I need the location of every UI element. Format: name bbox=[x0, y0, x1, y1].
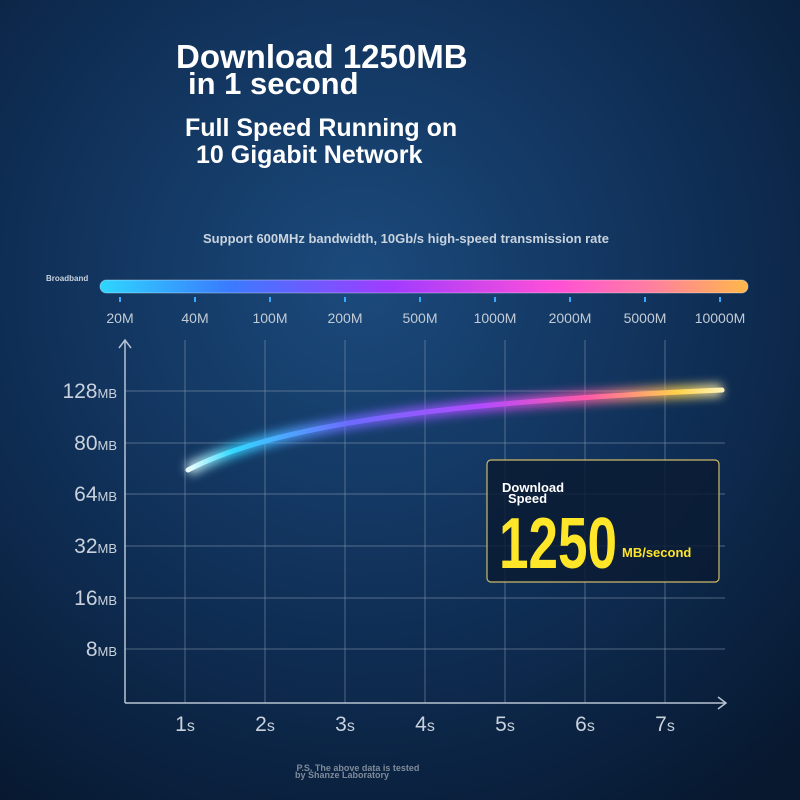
x-label-unit: s bbox=[507, 718, 515, 735]
bar-tick-label: 20M bbox=[106, 310, 133, 326]
box-label: Download bbox=[502, 480, 564, 495]
bar-tick-label: 10000M bbox=[695, 310, 746, 326]
y-label: 128MB bbox=[62, 380, 117, 403]
x-label-unit: s bbox=[347, 718, 355, 735]
bar-tick-label: 5000M bbox=[624, 310, 667, 326]
footnote: P.S. The above data is tested bbox=[297, 763, 420, 773]
footnote: by Shanze Laboratory bbox=[295, 770, 389, 780]
x-label-number: 3 bbox=[335, 713, 347, 736]
box-unit: MB/second bbox=[622, 545, 691, 560]
y-label-unit: MB bbox=[98, 644, 118, 659]
y-axis bbox=[118, 338, 132, 703]
y-label: 80MB bbox=[74, 432, 117, 455]
y-label-number: 16 bbox=[74, 587, 97, 610]
headline-line: in 1 second bbox=[188, 66, 359, 101]
bar-tick-label: 200M bbox=[327, 310, 362, 326]
headline: Download 1250MB in 1 second Full Speed R… bbox=[176, 38, 468, 169]
subhead-line: Full Speed Running on bbox=[185, 114, 457, 142]
bar-tick-label: 40M bbox=[181, 310, 208, 326]
support-text: Support 600MHz bandwidth, 10Gb/s high-sp… bbox=[203, 231, 609, 246]
x-label-number: 1 bbox=[175, 713, 187, 736]
y-label-number: 80 bbox=[74, 432, 97, 455]
y-label-unit: MB bbox=[98, 593, 118, 608]
x-label: 1s bbox=[175, 713, 195, 736]
x-label: 4s bbox=[415, 713, 435, 736]
speed-box bbox=[486, 459, 720, 583]
bar-tick-label: 500M bbox=[402, 310, 437, 326]
y-label-number: 8 bbox=[86, 638, 98, 661]
box-value: 1250 bbox=[499, 504, 617, 584]
x-label: 2s bbox=[255, 713, 275, 736]
y-label: 32MB bbox=[74, 535, 117, 558]
bar-tick-label: 1000M bbox=[474, 310, 517, 326]
x-label-number: 6 bbox=[575, 713, 587, 736]
x-label: 5s bbox=[495, 713, 515, 736]
x-label-unit: s bbox=[427, 718, 435, 735]
y-label-number: 32 bbox=[74, 535, 97, 558]
y-label-unit: MB bbox=[98, 438, 118, 453]
y-label-unit: MB bbox=[98, 386, 118, 401]
x-label-number: 5 bbox=[495, 713, 507, 736]
bar-tick-label: 100M bbox=[252, 310, 287, 326]
y-label: 16MB bbox=[74, 587, 117, 610]
x-label-unit: s bbox=[267, 718, 275, 735]
box-label: Speed bbox=[508, 491, 547, 506]
y-label-unit: MB bbox=[98, 489, 118, 504]
y-label-number: 128 bbox=[62, 380, 97, 403]
subhead-line: 10 Gigabit Network bbox=[196, 141, 423, 169]
speed-curve bbox=[185, 387, 725, 473]
x-label-unit: s bbox=[667, 718, 675, 735]
y-label: 8MB bbox=[86, 638, 117, 661]
headline-line: Download 1250MB bbox=[176, 38, 468, 75]
x-label-number: 2 bbox=[255, 713, 267, 736]
y-label: 64MB bbox=[74, 483, 117, 506]
x-label-unit: s bbox=[187, 718, 195, 735]
x-label-number: 7 bbox=[655, 713, 667, 736]
bar-tick-label: 2000M bbox=[549, 310, 592, 326]
x-label: 7s bbox=[655, 713, 675, 736]
y-label-unit: MB bbox=[98, 541, 118, 556]
bar-label: Broadband bbox=[46, 274, 88, 283]
x-label-unit: s bbox=[587, 718, 595, 735]
x-label-number: 4 bbox=[415, 713, 427, 736]
y-label-number: 64 bbox=[74, 483, 98, 506]
bandwidth-bar bbox=[99, 279, 749, 294]
x-axis bbox=[125, 696, 728, 710]
x-label: 6s bbox=[575, 713, 595, 736]
x-label: 3s bbox=[335, 713, 355, 736]
axes bbox=[118, 338, 728, 710]
